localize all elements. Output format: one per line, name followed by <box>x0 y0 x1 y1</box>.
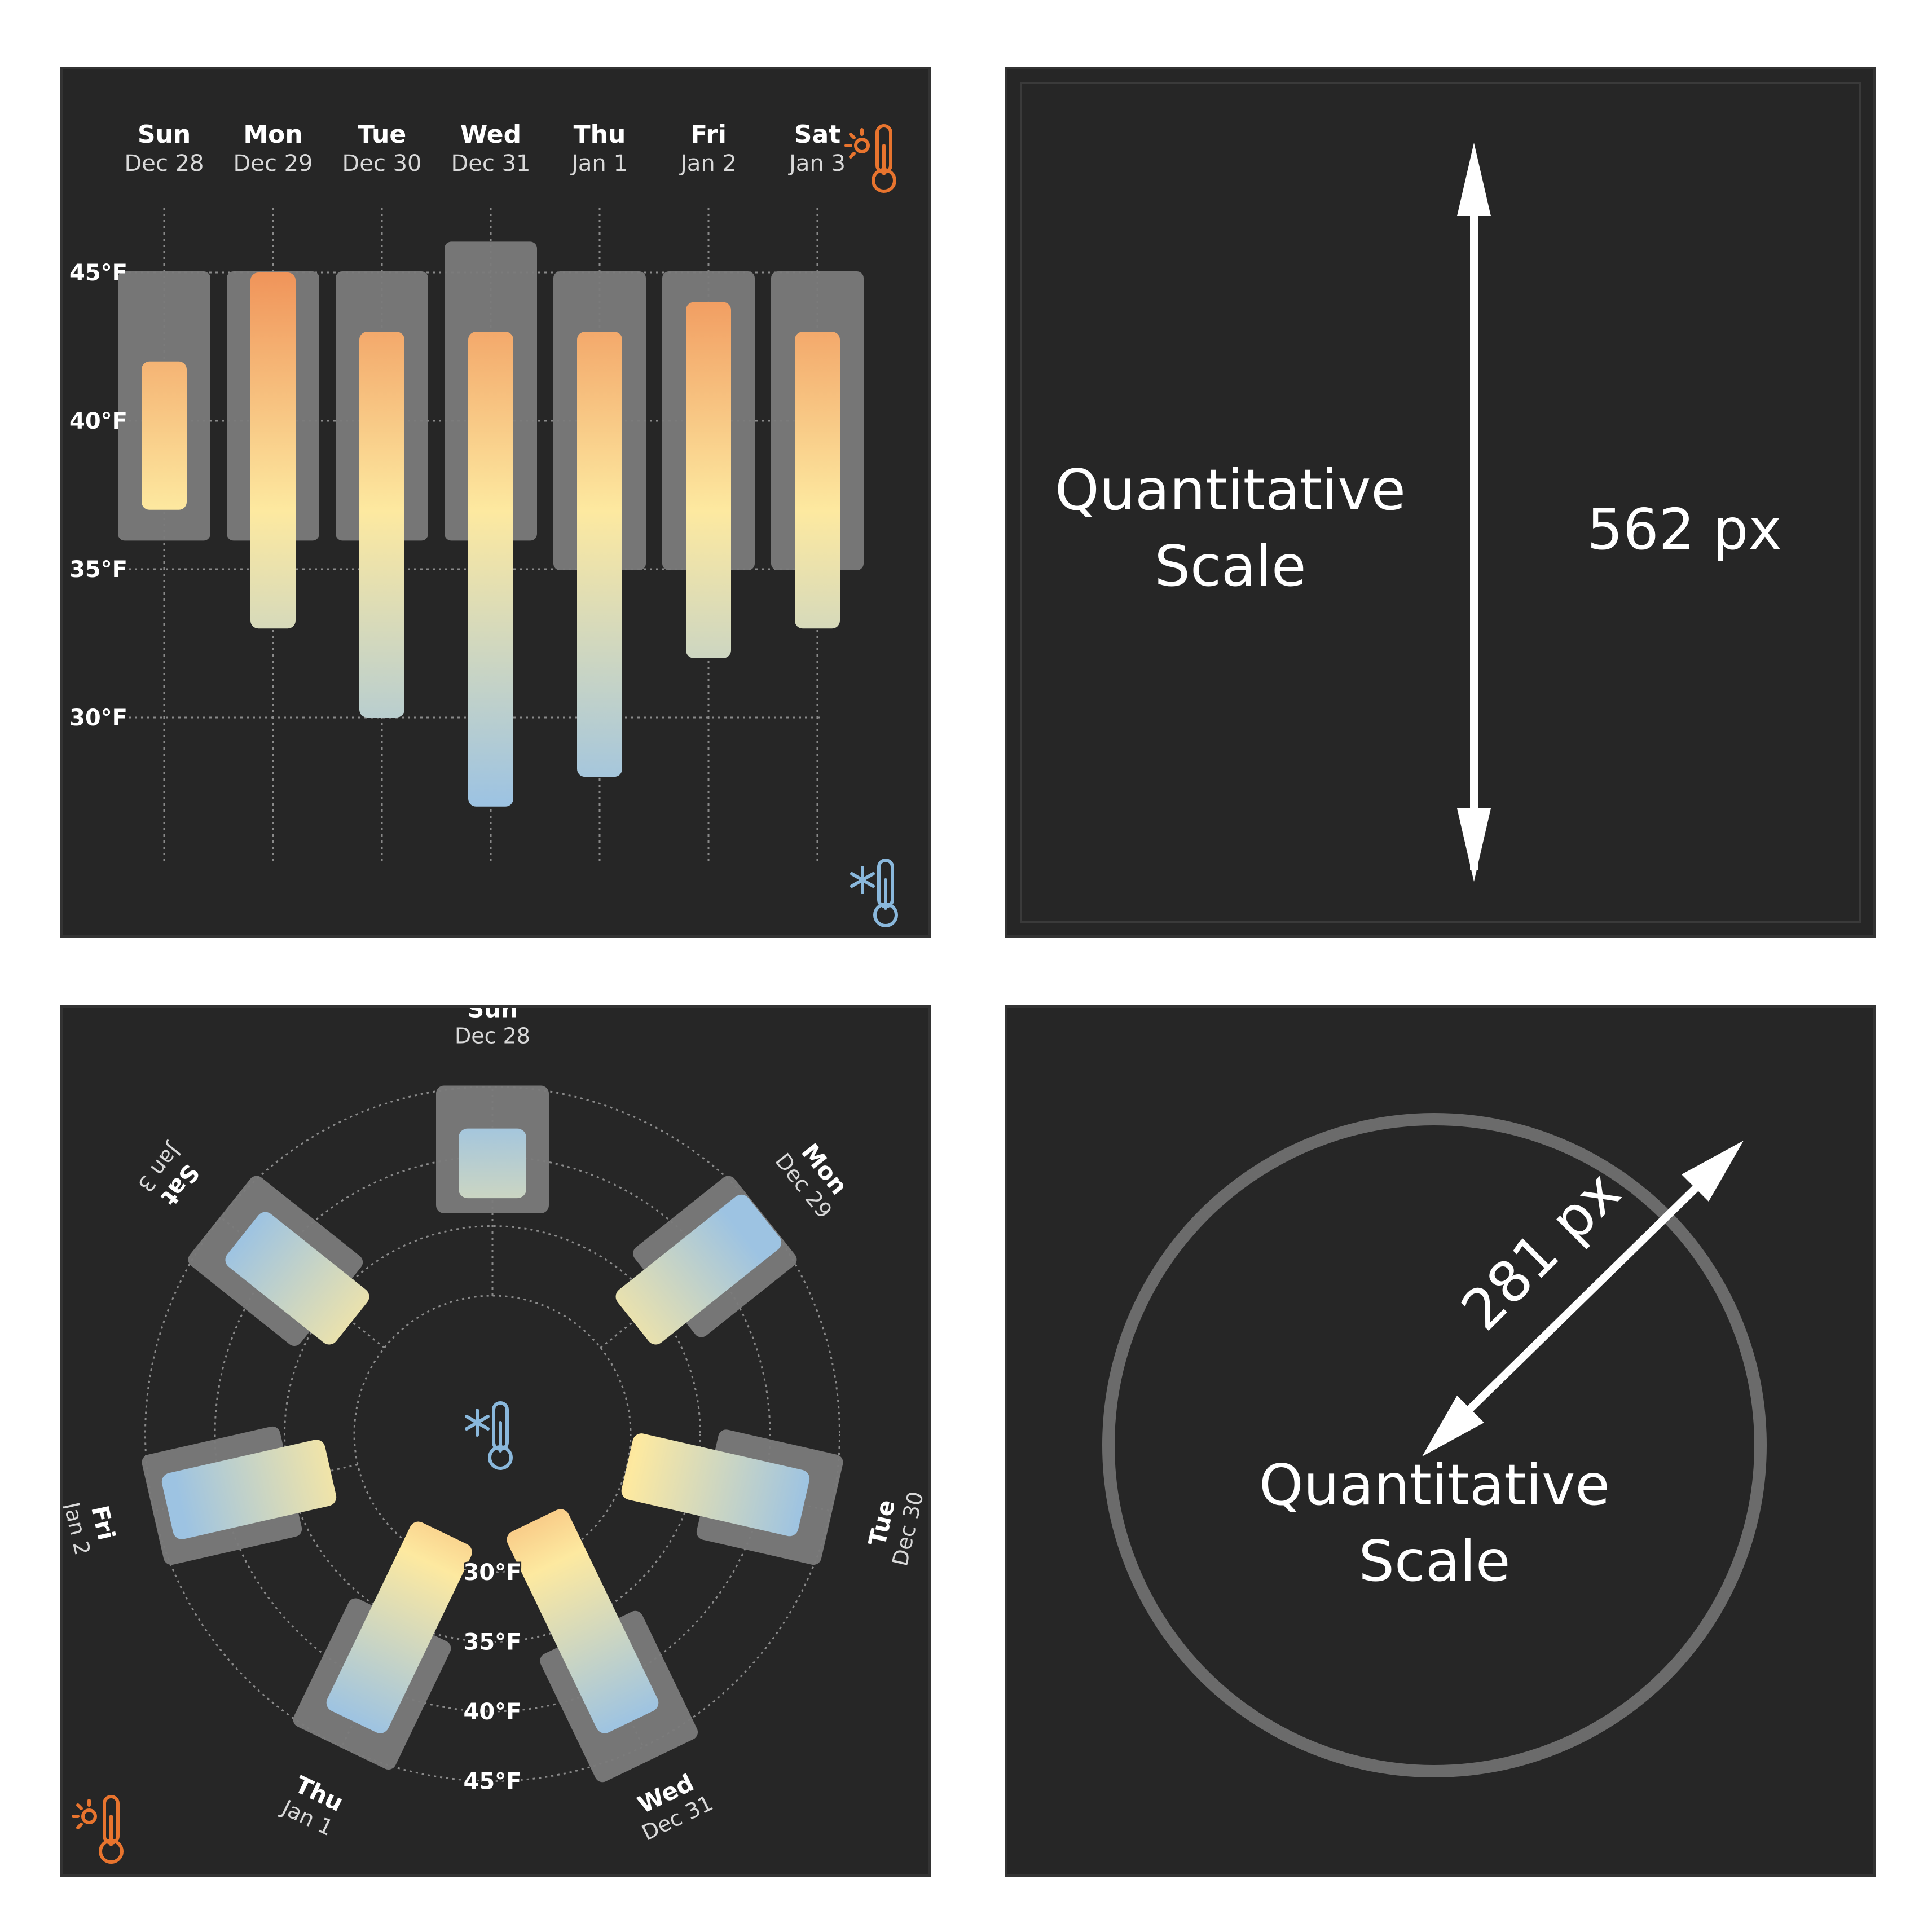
radial-date-label: Dec 28 <box>455 1024 530 1049</box>
date-label: Jan 3 <box>787 151 846 177</box>
radial-day-name-label: Sun <box>467 1008 518 1023</box>
radial-tick-label: 35°F <box>464 1630 522 1656</box>
radial-temperature-bar <box>225 1212 369 1345</box>
linear-temperature-chart: Sun Dec 28 Mon Dec 29 Tue Dec 30 Wed Dec 31 Thu J… <box>60 67 931 938</box>
date-label: Dec 29 <box>233 151 313 177</box>
inner-frame <box>1020 82 1861 923</box>
day-name-label: Wed <box>460 120 521 149</box>
radial-tick-label: 45°F <box>464 1769 522 1795</box>
date-label: Jan 2 <box>679 151 737 177</box>
radial-grid-ring <box>353 1295 632 1573</box>
radial-ticks: 30°F 35°F 40°F 45°F <box>462 1558 523 1797</box>
radial-bar-group <box>225 1212 369 1345</box>
radial-scale-annotation: 281 px Quantitative Scale <box>1005 1005 1876 1877</box>
radial-grid-ring <box>284 1225 701 1643</box>
y-tick-label: 35°F <box>69 557 127 583</box>
linear-scale-svg: Quantitative Scale 562 px <box>1055 143 1782 882</box>
temperature-bar <box>359 332 404 718</box>
double-arrow-vertical <box>1457 143 1491 882</box>
temperature-bar <box>468 332 513 807</box>
radial-bar-group <box>507 1509 659 1733</box>
radial-scale-label-line2: Scale <box>1358 1528 1510 1594</box>
linear-scale-annotation: Quantitative Scale 562 px <box>1005 67 1876 938</box>
radial-temperature-bar <box>621 1433 810 1537</box>
day-name-label: Sat <box>794 120 840 149</box>
day-name-label: Tue <box>358 120 406 149</box>
date-label: Dec 28 <box>124 151 204 177</box>
date-label: Dec 31 <box>451 151 530 177</box>
radial-bar-group <box>161 1440 337 1539</box>
date-label: Dec 30 <box>342 151 421 177</box>
day-name-label: Sun <box>138 120 191 149</box>
radial-temperature-bar <box>615 1194 782 1345</box>
date-label: Jan 1 <box>570 151 628 177</box>
radius-label: 281 px <box>1449 1159 1633 1343</box>
linear-scale-label-line2: Scale <box>1154 533 1306 599</box>
radial-tick-label: 40°F <box>464 1699 522 1725</box>
day-name-label: Thu <box>574 120 626 149</box>
day-name-label: Mon <box>243 120 302 149</box>
temperature-bar <box>686 302 731 658</box>
radial-bar-group <box>326 1521 472 1733</box>
temperature-bars <box>142 272 840 807</box>
radial-grid-ring <box>144 1086 840 1782</box>
y-tick-label: 40°F <box>69 408 127 434</box>
y-axis-ticks: 45°F 40°F 35°F 30°F <box>69 260 127 731</box>
temperature-bar <box>250 272 296 629</box>
linear-scale-label-line1: Quantitative <box>1055 457 1406 523</box>
radial-tick-label: 30°F <box>464 1560 522 1586</box>
radial-temperature-chart: Sun Dec 28 Mon Dec 29 Tue Dec 30 Wed Dec 31 Thu J… <box>60 1005 931 1877</box>
temperature-bar <box>142 361 187 510</box>
radial-grid-rings <box>144 1086 840 1782</box>
hot-thermometer-icon <box>72 1795 124 1864</box>
cold-thermometer-icon <box>850 859 898 927</box>
radial-temperature-bars <box>161 1128 810 1733</box>
day-name-label: Fri <box>690 120 727 149</box>
y-tick-label: 30°F <box>69 705 127 731</box>
radial-temperature-bar <box>326 1521 472 1733</box>
radial-scale-label-line1: Quantitative <box>1259 1452 1610 1518</box>
radial-temperature-bar <box>161 1440 337 1539</box>
y-tick-label: 45°F <box>69 260 127 286</box>
radial-bar-group <box>459 1128 526 1199</box>
radial-grid-ring <box>214 1155 771 1713</box>
radial-bar-group <box>615 1194 782 1345</box>
radial-temperature-bar <box>459 1128 526 1199</box>
hot-thermometer-icon <box>844 124 896 193</box>
temperature-bar <box>577 332 622 777</box>
length-label: 562 px <box>1587 496 1781 562</box>
radial-scale-svg: 281 px Quantitative Scale <box>1102 1113 1767 1777</box>
double-arrow-diagonal <box>1422 1141 1744 1456</box>
radial-temperature-bar <box>507 1509 659 1733</box>
scale-circle <box>1102 1113 1767 1777</box>
temperature-bar <box>795 332 840 629</box>
radial-bar-group <box>621 1433 810 1537</box>
cold-thermometer-icon <box>465 1401 513 1470</box>
